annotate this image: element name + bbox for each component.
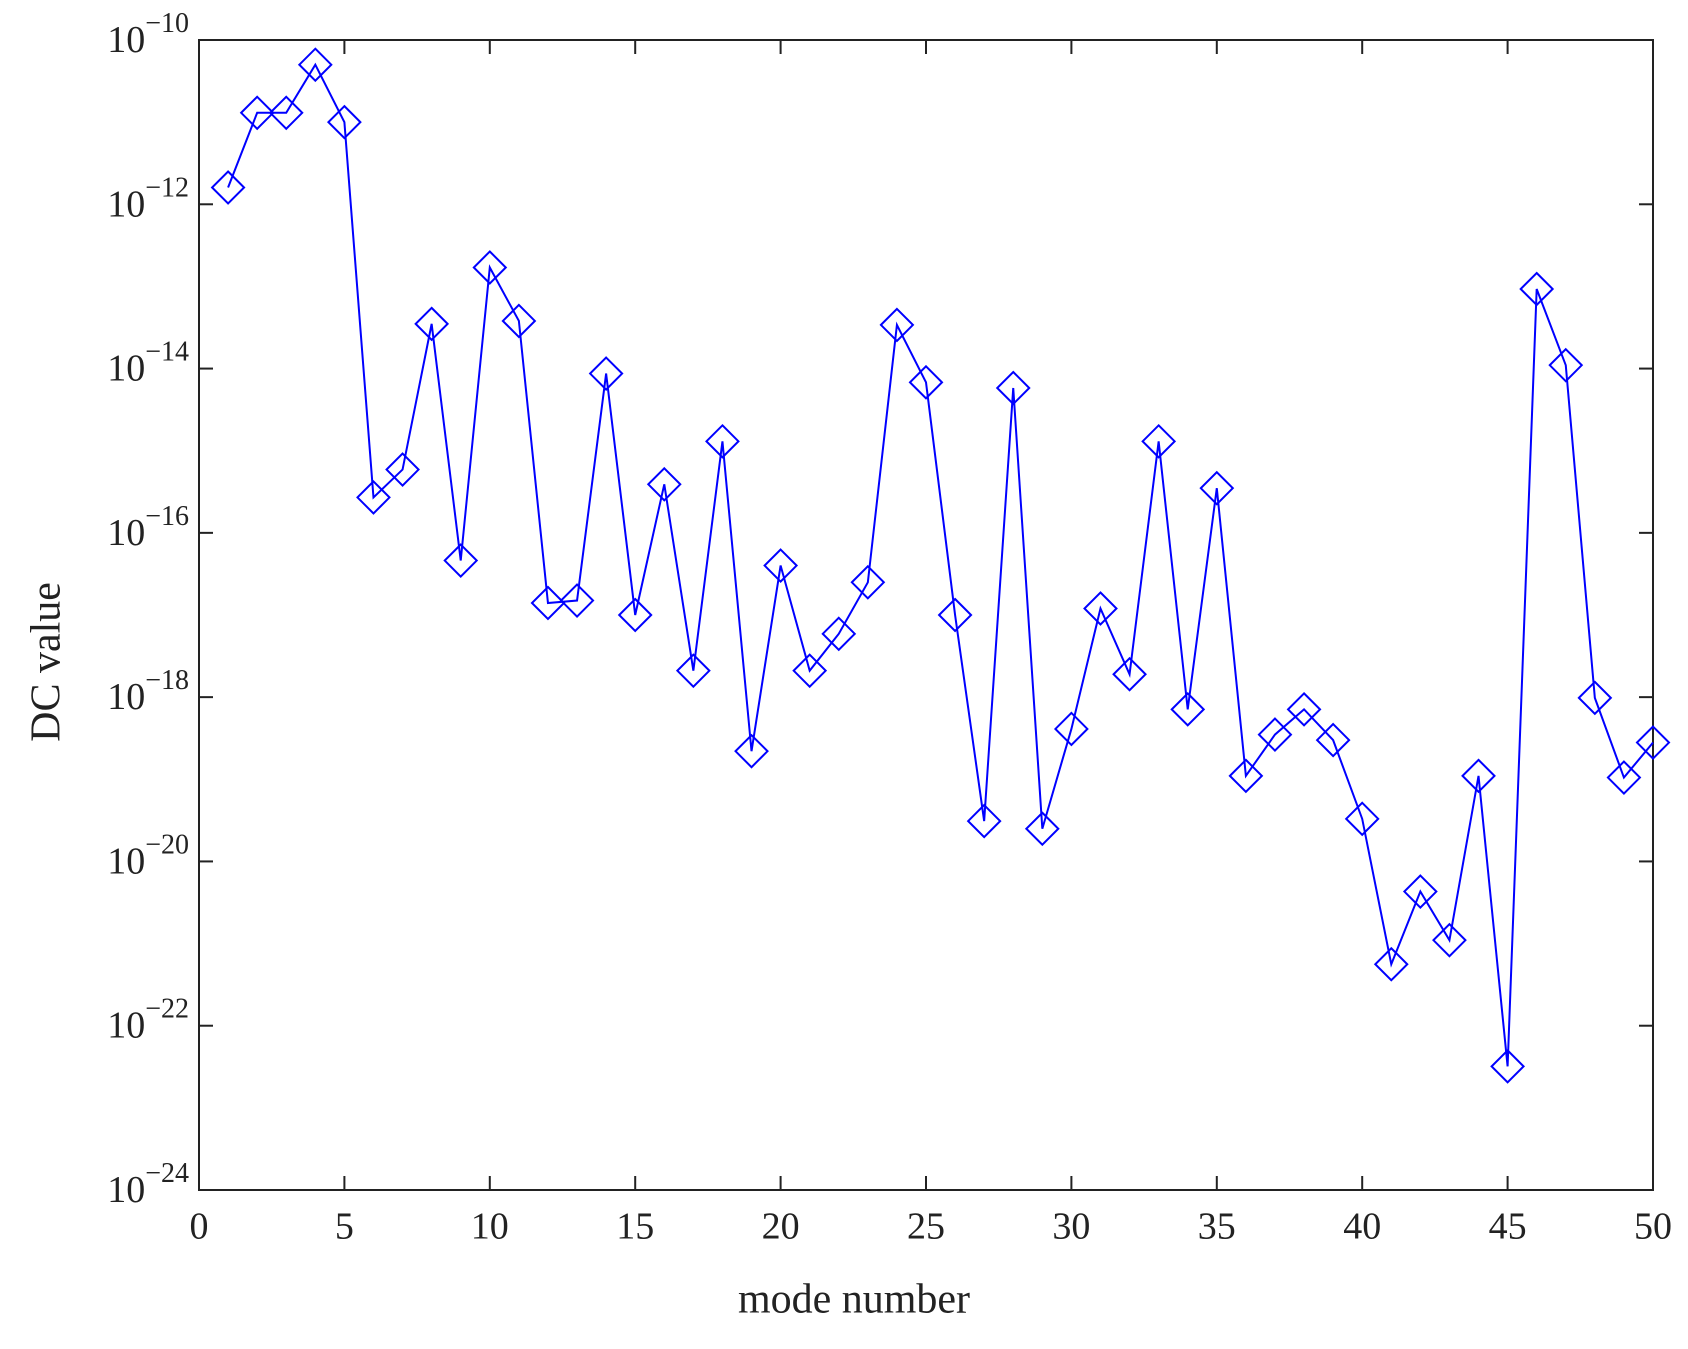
data-marker <box>472 250 508 285</box>
data-marker <box>559 583 595 618</box>
tick-exponent: −10 <box>145 8 189 39</box>
y-tick-label: 10−22 <box>107 994 189 1047</box>
data-marker <box>297 47 333 83</box>
data-marker <box>995 370 1031 406</box>
data-marker <box>385 452 420 487</box>
x-tick-label: 35 <box>1198 1206 1236 1248</box>
data-marker <box>646 466 682 502</box>
tick-exponent: −24 <box>145 1158 189 1189</box>
x-tick-label: 50 <box>1634 1206 1672 1248</box>
data-marker <box>443 543 479 578</box>
data-marker <box>705 423 740 459</box>
data-marker <box>239 95 275 131</box>
y-tick-label: 10−20 <box>107 829 189 882</box>
tick-base: 10 <box>107 840 145 882</box>
x-tick-label: 10 <box>471 1206 509 1248</box>
data-marker <box>268 95 304 131</box>
data-marker <box>1519 271 1555 307</box>
data-marker <box>1024 811 1060 847</box>
plot-frame <box>198 39 1654 1191</box>
x-tick-label: 20 <box>762 1206 800 1248</box>
x-tick-label: 30 <box>1052 1206 1090 1248</box>
y-tick-label: 10−12 <box>107 172 189 225</box>
tick-exponent: −18 <box>145 665 189 696</box>
tick-exponent: −12 <box>145 172 189 203</box>
data-marker <box>326 104 362 140</box>
data-marker <box>1083 591 1118 626</box>
data-marker <box>1402 874 1438 909</box>
data-marker <box>1228 758 1264 794</box>
y-tick-label: 10−14 <box>107 337 189 390</box>
x-tick-label: 45 <box>1489 1206 1527 1248</box>
data-marker <box>1112 656 1147 692</box>
x-tick-label: 15 <box>616 1206 654 1248</box>
data-marker <box>792 653 828 689</box>
data-marker <box>850 564 886 600</box>
x-tick-label: 40 <box>1343 1206 1381 1248</box>
data-marker <box>763 548 799 583</box>
data-marker <box>1199 470 1235 506</box>
tick-base: 10 <box>107 348 145 390</box>
tick-exponent: −20 <box>145 829 189 860</box>
data-line <box>227 62 1654 1067</box>
data-marker <box>1606 760 1642 795</box>
data-marker <box>1432 922 1467 958</box>
tick-base: 10 <box>107 1005 145 1047</box>
tick-exponent: −16 <box>145 501 189 532</box>
data-marker <box>1577 680 1613 716</box>
data-marker <box>937 597 973 633</box>
data-marker <box>210 170 246 205</box>
data-marker <box>1635 725 1671 760</box>
data-marker <box>1170 691 1206 727</box>
data-marker <box>675 653 711 689</box>
tick-base: 10 <box>107 1169 145 1211</box>
tick-base: 10 <box>107 19 145 61</box>
data-marker <box>501 303 537 339</box>
data-marker <box>588 356 624 391</box>
data-marker <box>734 733 769 769</box>
x-tick-label: 0 <box>190 1206 209 1248</box>
y-tick-label: 10−24 <box>107 1158 189 1211</box>
y-axis-label: DC value <box>24 582 70 742</box>
data-marker <box>617 597 653 633</box>
data-marker <box>1548 347 1584 383</box>
x-tick-label: 25 <box>907 1206 945 1248</box>
data-marker <box>356 480 391 515</box>
y-tick-label: 10−10 <box>107 8 189 61</box>
tick-exponent: −22 <box>145 994 189 1025</box>
tick-exponent: −14 <box>145 337 189 368</box>
data-marker <box>1286 691 1322 727</box>
data-marker <box>1053 711 1089 747</box>
data-marker <box>1315 722 1351 758</box>
data-marker <box>1373 946 1409 982</box>
data-marker <box>1490 1048 1526 1084</box>
data-marker <box>1344 801 1380 837</box>
data-marker <box>966 803 1002 839</box>
data-marker <box>879 307 915 343</box>
x-axis-label: mode number <box>738 1277 970 1323</box>
data-marker <box>908 364 944 400</box>
tick-base: 10 <box>107 512 145 554</box>
data-marker <box>1141 423 1177 459</box>
y-tick-label: 10−18 <box>107 665 189 718</box>
tick-base: 10 <box>107 183 145 225</box>
tick-base: 10 <box>107 676 145 718</box>
data-marker <box>1461 758 1496 794</box>
x-tick-label: 5 <box>335 1206 354 1248</box>
y-tick-label: 10−16 <box>107 501 189 554</box>
data-marker <box>414 306 450 342</box>
data-marker <box>821 616 857 652</box>
data-marker <box>1257 717 1293 753</box>
data-marker <box>530 585 566 621</box>
